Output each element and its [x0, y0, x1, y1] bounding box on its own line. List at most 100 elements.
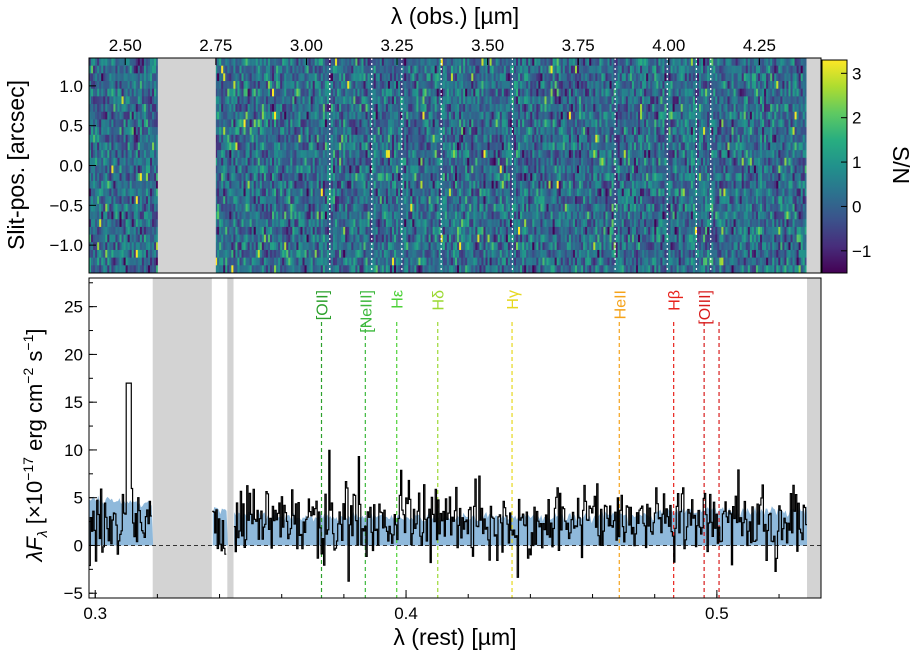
heatmap-cell [229, 58, 232, 67]
heatmap-cell [621, 58, 625, 67]
heatmap-cell [621, 73, 625, 82]
heatmap-cell [475, 127, 478, 136]
heatmap-cell [753, 96, 757, 105]
heatmap-cell [524, 150, 527, 159]
heatmap-cell [465, 127, 468, 136]
heatmap-cell [361, 65, 364, 74]
heatmap-cell [418, 111, 421, 120]
heatmap-cell [123, 81, 126, 90]
heatmap-cell [516, 150, 519, 159]
heatmap-cell [471, 81, 474, 90]
heatmap-cell [463, 73, 466, 82]
heatmap-cell [377, 65, 381, 74]
heatmap-cell [731, 150, 734, 159]
heatmap-cell [536, 65, 539, 74]
heatmap-cell [755, 81, 759, 90]
heatmap-cell [477, 104, 480, 113]
heatmap-cell [422, 150, 425, 159]
heatmap-cell [457, 157, 460, 166]
heatmap-cell [269, 96, 273, 105]
heatmap-cell [369, 127, 373, 136]
heatmap-cell [650, 88, 653, 97]
heatmap-cell [579, 157, 582, 166]
heatmap-cell [538, 157, 541, 166]
heatmap-cell [278, 73, 281, 82]
heatmap-cell [631, 157, 635, 166]
heatmap-cell [284, 73, 287, 82]
heatmap-cell [518, 119, 521, 128]
heatmap-cell [597, 104, 600, 113]
heatmap-cell [373, 88, 377, 97]
heatmap-cell [416, 134, 419, 143]
heatmap-cell [617, 65, 621, 74]
heatmap-cell [379, 73, 383, 82]
heatmap-cell [560, 96, 564, 105]
heatmap-cell [595, 157, 598, 166]
heatmap-cell [219, 119, 222, 128]
heatmap-cell [455, 134, 458, 143]
heatmap-cell [337, 127, 340, 136]
heatmap-cell [375, 104, 379, 113]
heatmap-cell [381, 81, 385, 90]
heatmap-cell [131, 73, 135, 82]
heatmap-cell [642, 88, 645, 97]
heatmap-cell [503, 96, 507, 105]
heatmap-cell [150, 81, 153, 90]
heatmap-cell [239, 119, 242, 128]
heatmap-cell [658, 81, 661, 90]
heatmap-cell [715, 96, 718, 105]
heatmap-cell [461, 65, 464, 74]
heatmap-cell [129, 111, 133, 120]
heatmap-cell [300, 142, 303, 151]
heatmap-cell [387, 150, 391, 159]
heatmap-cell [662, 142, 665, 151]
heatmap-cell [572, 65, 576, 74]
heatmap-cell [359, 134, 362, 143]
heatmap-cell [355, 96, 358, 105]
heatmap-cell [507, 65, 511, 74]
heatmap-cell [272, 111, 275, 120]
heatmap-cell [428, 127, 431, 136]
heatmap-cell [595, 96, 598, 105]
heatmap-cell [737, 96, 741, 105]
heatmap-cell [607, 142, 610, 151]
heatmap-cell [499, 142, 503, 151]
heatmap-cell [117, 81, 120, 90]
heatmap-cell [337, 134, 340, 143]
heatmap-cell [528, 119, 531, 128]
heatmap-cell [723, 73, 726, 82]
heatmap-cell [345, 104, 348, 113]
heatmap-cell [546, 73, 549, 82]
heatmap-cell [743, 88, 747, 97]
heatmap-cell [351, 104, 354, 113]
heatmap-cell [499, 134, 503, 143]
heatmap-cell [503, 157, 507, 166]
heatmap-cell [428, 73, 431, 82]
heatmap-cell [699, 157, 702, 166]
heatmap-cell [257, 104, 261, 113]
heatmap-cell [493, 111, 497, 120]
heatmap-cell [581, 104, 584, 113]
heatmap-cell [707, 119, 710, 128]
heatmap-cell [135, 142, 139, 151]
heatmap-cell [89, 142, 92, 151]
heatmap-cell [507, 58, 511, 67]
heatmap-cell [115, 150, 118, 159]
heatmap-cell [613, 157, 617, 166]
heatmap-cell [450, 111, 454, 120]
heatmap-cell [371, 88, 375, 97]
heatmap-cell [682, 134, 686, 143]
heatmap-cell [308, 157, 312, 166]
heatmap-cell [802, 104, 806, 113]
heatmap-cell [764, 134, 767, 143]
heatmap-cell [627, 127, 631, 136]
heatmap-cell [780, 150, 783, 159]
heatmap-cell [511, 104, 515, 113]
heatmap-cell [711, 88, 714, 97]
heatmap-cell [587, 81, 590, 90]
heatmap-cell [699, 111, 702, 120]
heatmap-cell [538, 150, 541, 159]
heatmap-cell [684, 111, 688, 120]
heatmap-cell [646, 104, 649, 113]
heatmap-cell [129, 127, 133, 136]
